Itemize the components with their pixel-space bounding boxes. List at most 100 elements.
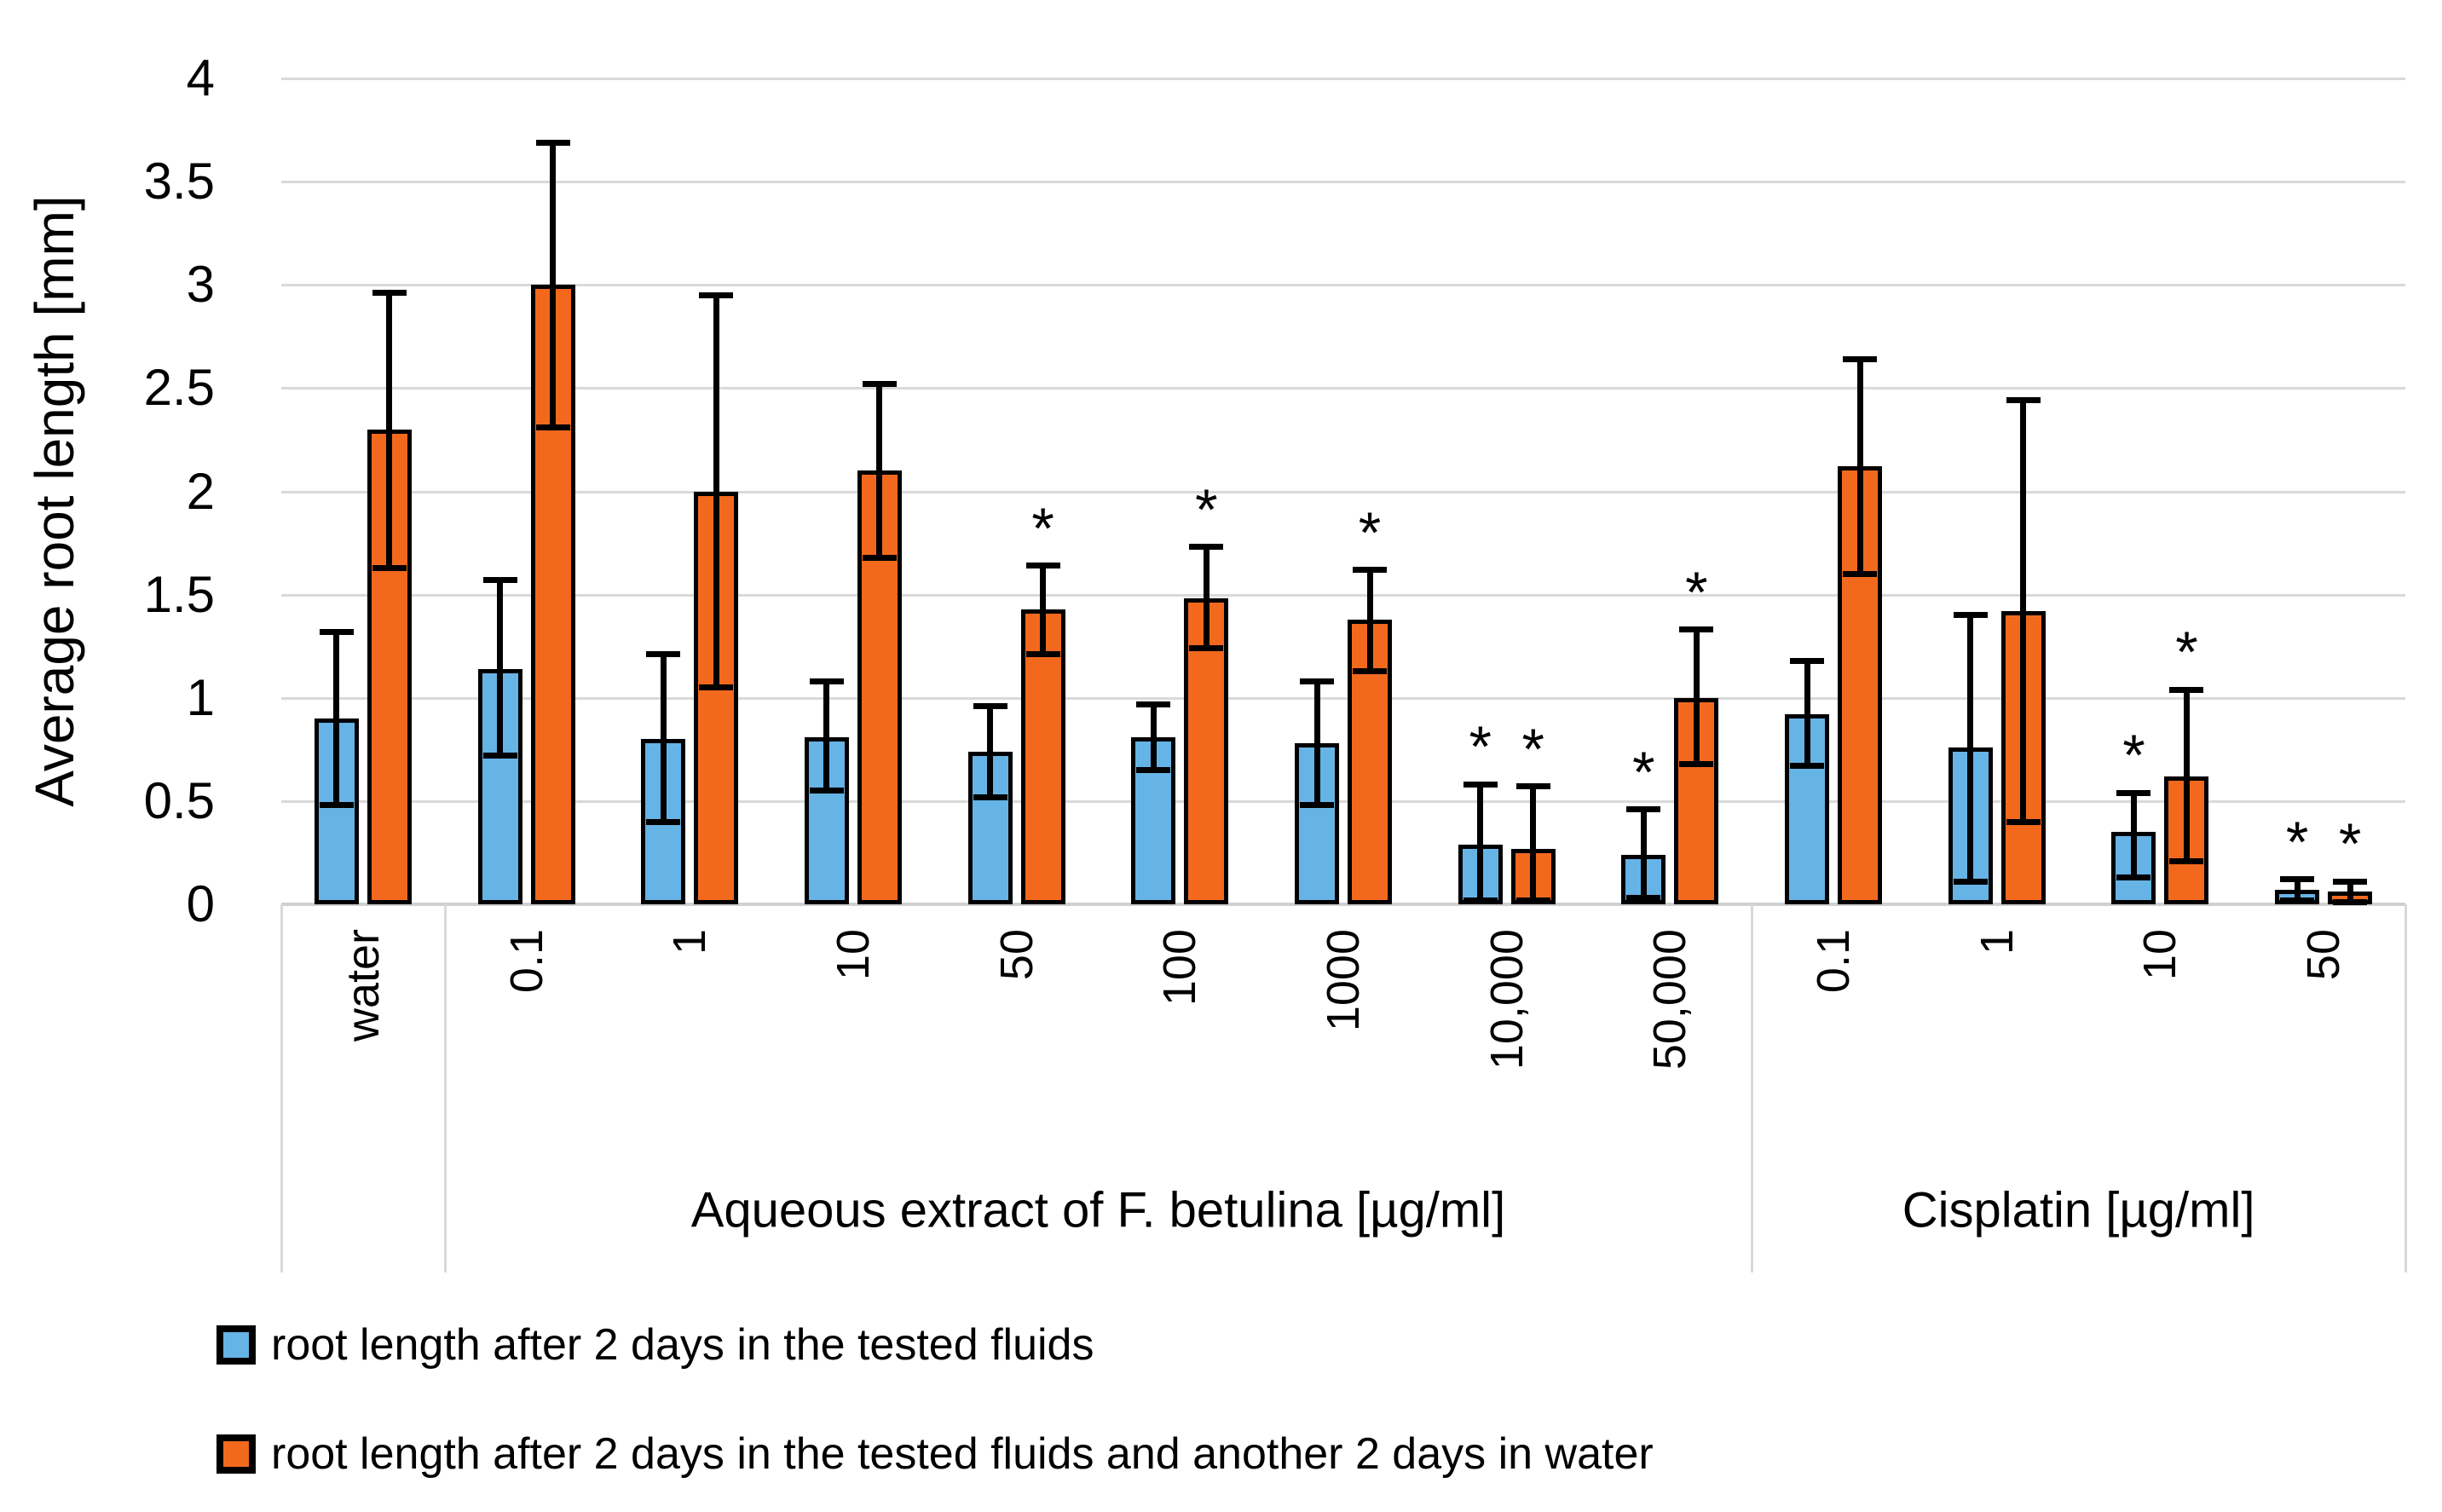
y-tick-label: 4 <box>186 49 215 107</box>
error-bar-cap-bottom <box>973 794 1007 800</box>
error-bar-cap-top <box>1025 563 1060 569</box>
significance-asterisk: * <box>1521 716 1544 782</box>
error-bar-cap-top <box>1790 657 1825 664</box>
y-tick-label: 3 <box>186 256 215 314</box>
error-bar-cap-top <box>1843 355 1878 362</box>
category-separator-line <box>443 904 447 1273</box>
error-bar-cap-top <box>2116 789 2151 796</box>
error-bar-line <box>1693 629 1700 765</box>
error-bar-line <box>2294 879 2301 901</box>
category-label: 10 <box>2134 929 2186 981</box>
category-label: 10,000 <box>1481 929 1533 1071</box>
error-bar-line <box>550 142 557 428</box>
significance-asterisk: * <box>1031 495 1054 561</box>
significance-asterisk: * <box>2122 723 2145 788</box>
error-bar-cap-bottom <box>319 802 354 809</box>
error-bar-cap-bottom <box>2169 857 2204 864</box>
significance-asterisk: * <box>1632 739 1655 805</box>
error-bar-cap-bottom <box>1953 878 1988 885</box>
error-bar-line <box>1804 661 1810 766</box>
category-label: 50 <box>2298 929 2350 981</box>
error-bar-cap-bottom <box>646 818 681 825</box>
gridline <box>281 284 2405 287</box>
gridline <box>281 490 2405 493</box>
x-axis-line <box>281 903 2405 906</box>
error-bar-cap-bottom <box>2116 874 2151 880</box>
error-bar-line <box>333 632 340 805</box>
error-bar-cap-bottom <box>1300 802 1334 809</box>
gridline <box>281 696 2405 700</box>
category-label: 1 <box>664 929 716 955</box>
error-bar-cap-top <box>1679 626 1714 633</box>
error-bar-line <box>497 580 504 756</box>
significance-asterisk: * <box>1358 499 1382 565</box>
legend-item-series2: root length after 2 days in the tested f… <box>216 1430 1654 1478</box>
error-bar-line <box>987 706 994 798</box>
error-bar-cap-top <box>646 651 681 658</box>
error-bar-cap-top <box>2280 876 2315 883</box>
error-bar-cap-top <box>2006 397 2041 404</box>
category-label: 50 <box>990 929 1042 981</box>
error-bar-cap-top <box>1515 783 1550 790</box>
gridline <box>281 593 2405 597</box>
error-bar-line <box>2347 881 2353 903</box>
error-bar-cap-bottom <box>1626 895 1661 902</box>
error-bar-line <box>660 654 667 822</box>
category-label: 50,000 <box>1644 929 1696 1071</box>
error-bar-cap-bottom <box>535 424 570 430</box>
legend-label-series2: root length after 2 days in the tested f… <box>271 1429 1654 1479</box>
error-bar-cap-top <box>1463 781 1498 788</box>
gridline <box>281 181 2405 184</box>
error-bar-cap-bottom <box>1790 763 1825 770</box>
y-tick-label: 3.5 <box>143 153 215 211</box>
error-bar-cap-top <box>1189 544 1224 551</box>
error-bar-cap-bottom <box>1353 667 1387 674</box>
bar-water-orange <box>367 429 412 904</box>
error-bar-cap-top <box>1626 806 1661 813</box>
error-bar-cap-bottom <box>1025 651 1060 658</box>
error-bar-cap-bottom <box>2333 899 2368 906</box>
category-label: 10 <box>827 929 879 981</box>
error-bar-line <box>1313 681 1320 805</box>
legend-swatch-orange <box>216 1434 256 1474</box>
error-bar-line <box>2130 793 2137 878</box>
category-label: 1000 <box>1318 929 1369 1032</box>
y-tick-label: 1 <box>186 668 215 726</box>
significance-asterisk: * <box>1685 559 1708 625</box>
category-separator-line <box>1751 904 1754 1273</box>
error-bar-cap-top <box>2333 878 2368 885</box>
error-bar-cap-bottom <box>862 554 897 561</box>
gridline <box>281 799 2405 803</box>
error-bar-cap-bottom <box>1463 897 1498 903</box>
error-bar-cap-top <box>319 628 354 635</box>
error-bar-cap-top <box>1136 701 1171 707</box>
error-bar-line <box>2183 690 2190 862</box>
error-bar-line <box>386 292 393 568</box>
error-bar-cap-top <box>973 702 1007 709</box>
category-label: water <box>337 929 389 1042</box>
significance-asterisk: * <box>1469 714 1492 780</box>
error-bar-cap-bottom <box>1515 897 1550 903</box>
bar-50-orange <box>1020 609 1065 904</box>
legend-label-series1: root length after 2 days in the tested f… <box>271 1320 1094 1370</box>
error-bar-cap-bottom <box>1189 645 1224 652</box>
error-bar-line <box>713 295 719 688</box>
category-label: 1 <box>1971 929 2023 955</box>
error-bar-cap-top <box>372 290 407 297</box>
category-label: 0.1 <box>500 929 552 994</box>
axis-group-label: Cisplatin [µg/ml] <box>1902 1182 2255 1238</box>
error-bar-cap-top <box>535 139 570 146</box>
error-bar-line <box>876 384 883 557</box>
error-bar-line <box>1477 784 1484 901</box>
error-bar-line <box>1640 809 1647 898</box>
error-bar-line <box>1530 786 1537 901</box>
category-label: 0.1 <box>1808 929 1860 994</box>
error-bar-cap-top <box>862 381 897 388</box>
error-bar-cap-top <box>1300 678 1334 684</box>
gridline <box>281 387 2405 390</box>
category-separator-line <box>2404 904 2407 1273</box>
error-bar-cap-bottom <box>699 684 734 691</box>
error-bar-line <box>1040 565 1047 655</box>
category-label: 100 <box>1154 929 1206 1007</box>
